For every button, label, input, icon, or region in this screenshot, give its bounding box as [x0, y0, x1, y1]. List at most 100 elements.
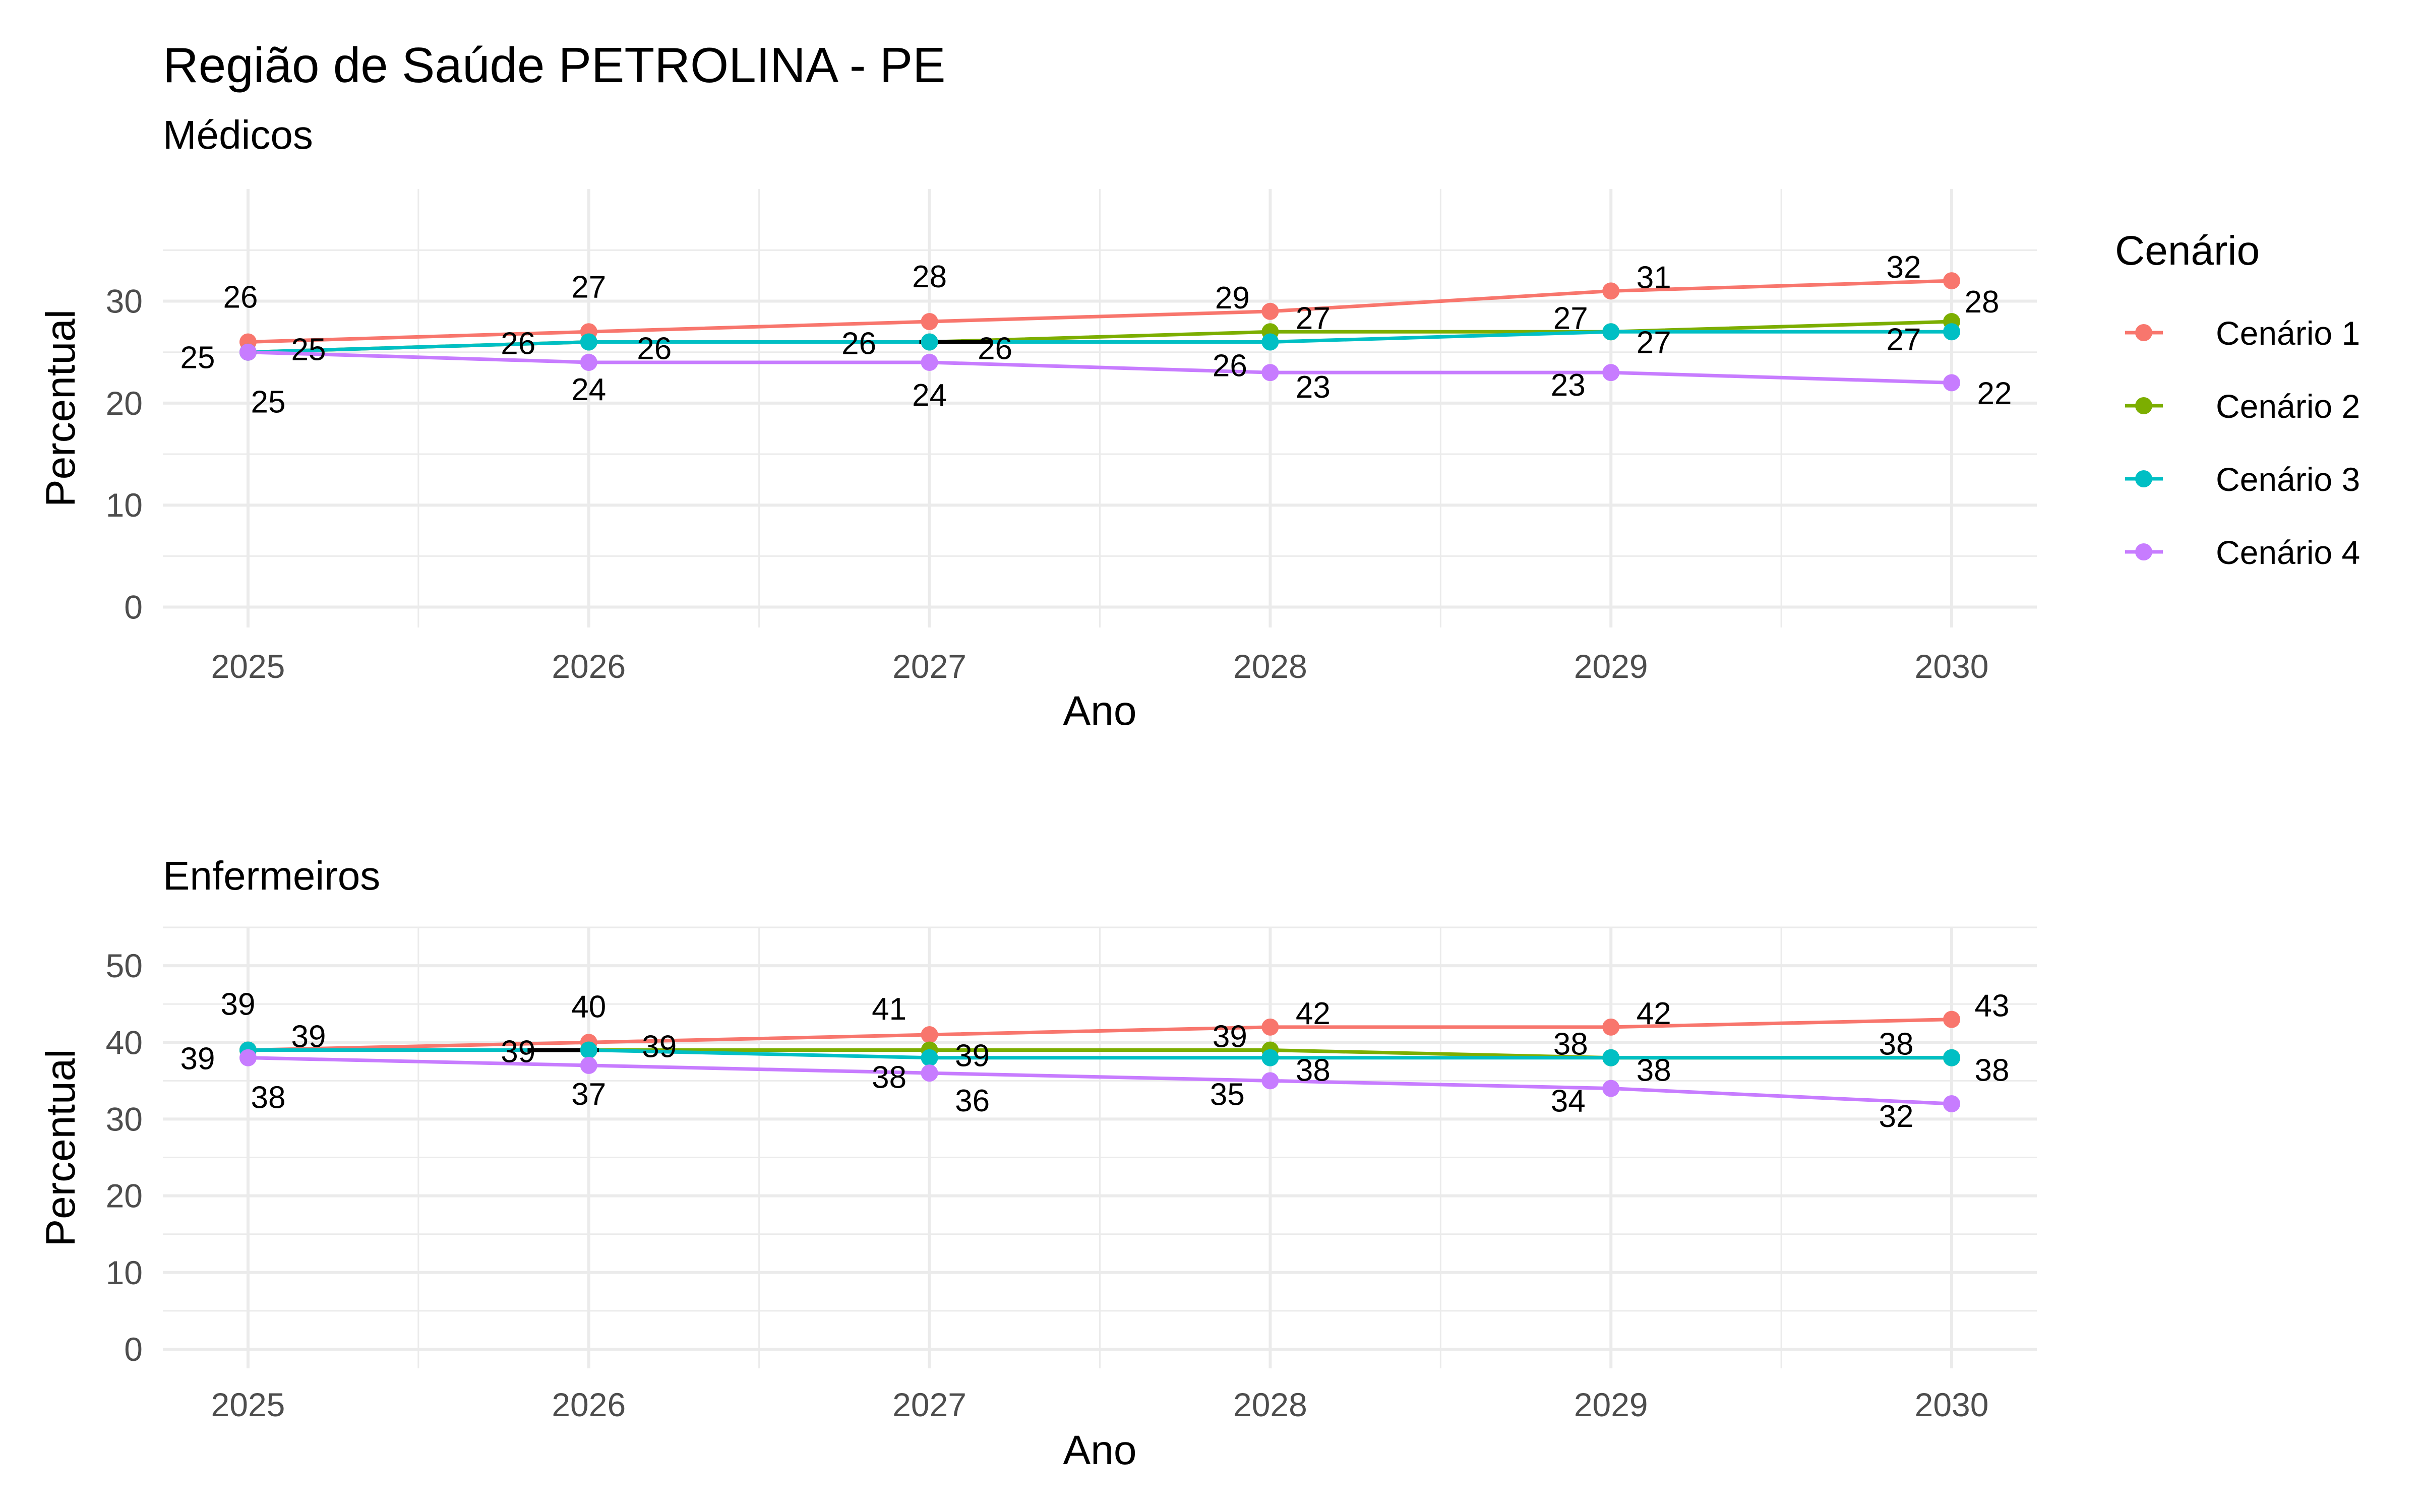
x-tick-label: 2027 — [892, 1386, 966, 1423]
data-point — [1943, 272, 1961, 290]
x-tick-label: 2027 — [892, 648, 966, 685]
data-point — [1261, 1018, 1279, 1036]
x-axis-title: Ano — [1063, 1427, 1137, 1473]
data-point — [921, 1049, 938, 1066]
legend-key-point — [2135, 470, 2152, 487]
data-label: 31 — [1637, 260, 1671, 295]
legend: Cenário Cenário 1 Cenário 2 Cenário 3 Cenár… — [2115, 228, 2360, 571]
data-label: 27 — [571, 270, 606, 304]
data-label: 39 — [955, 1038, 990, 1073]
legend-title: Cenário — [2115, 228, 2260, 274]
data-label: 39 — [642, 1029, 677, 1064]
legend-label: Cenário 3 — [2216, 461, 2360, 498]
data-point — [921, 313, 938, 331]
data-label: 32 — [1887, 250, 1921, 285]
legend-label: Cenário 2 — [2216, 388, 2360, 425]
data-point — [1943, 1011, 1961, 1028]
data-point — [1943, 1095, 1961, 1112]
x-tick-label: 2025 — [211, 1386, 285, 1423]
data-point — [580, 1041, 597, 1059]
data-point — [1261, 1072, 1279, 1090]
data-label: 23 — [1551, 368, 1586, 403]
data-label: 39 — [180, 1041, 215, 1076]
data-label: 38 — [872, 1060, 906, 1095]
legend-item-3: Cenário 3 — [2125, 461, 2360, 498]
y-tick-label: 40 — [106, 1024, 143, 1061]
x-tick-label: 2025 — [211, 648, 285, 685]
x-tick-label: 2029 — [1574, 1386, 1648, 1423]
data-label: 41 — [872, 992, 906, 1027]
series-line-4 — [248, 1056, 1952, 1106]
data-label: 38 — [1553, 1027, 1588, 1062]
data-point — [1602, 323, 1620, 341]
data-label: 27 — [1887, 322, 1921, 357]
data-label: 37 — [571, 1077, 606, 1112]
data-point — [239, 1049, 257, 1066]
legend-label: Cenário 4 — [2216, 534, 2360, 571]
data-point — [1261, 302, 1279, 320]
series-line-4 — [248, 350, 1952, 385]
legend-item-2: Cenário 2 — [2125, 388, 2360, 425]
series-line-1 — [248, 279, 1952, 344]
data-label: 26 — [223, 280, 258, 314]
data-label: 26 — [978, 331, 1012, 366]
data-label: 38 — [1296, 1053, 1330, 1088]
data-label: 32 — [1879, 1099, 1914, 1134]
data-label: 28 — [1965, 285, 2000, 320]
data-label: 25 — [291, 333, 326, 367]
data-label: 23 — [1296, 370, 1330, 405]
legend-item-1: Cenário 1 — [2125, 314, 2360, 352]
x-axis-title: Ano — [1063, 688, 1137, 734]
legend-label: Cenário 1 — [2216, 314, 2360, 352]
data-label: 24 — [571, 372, 606, 407]
legend-key-point — [2135, 543, 2152, 560]
data-label: 42 — [1296, 996, 1330, 1031]
data-label: 26 — [501, 326, 535, 361]
legend-key-point — [2135, 397, 2152, 414]
x-tick-label: 2028 — [1233, 648, 1307, 685]
y-axis-title: Percentual — [38, 309, 84, 507]
x-tick-label: 2029 — [1574, 648, 1648, 685]
data-point — [1602, 282, 1620, 300]
y-tick-label: 20 — [106, 1177, 143, 1215]
y-tick-label: 20 — [106, 385, 143, 422]
data-label: 35 — [1210, 1077, 1245, 1112]
x-tick-label: 2030 — [1915, 1386, 1989, 1423]
data-label: 38 — [1637, 1053, 1671, 1088]
data-label: 38 — [1975, 1053, 2010, 1088]
data-label: 26 — [637, 331, 672, 366]
y-tick-label: 10 — [106, 1254, 143, 1291]
data-point — [239, 343, 257, 361]
data-point — [1602, 364, 1620, 382]
data-point — [921, 1064, 938, 1082]
data-point — [1943, 374, 1961, 392]
data-label: 43 — [1975, 989, 2010, 1024]
data-label: 29 — [1215, 281, 1250, 316]
data-label: 25 — [180, 341, 215, 375]
y-tick-label: 30 — [106, 283, 143, 320]
data-label: 39 — [220, 987, 255, 1022]
data-point — [1602, 1049, 1620, 1066]
legend-item-4: Cenário 4 — [2125, 534, 2360, 571]
y-tick-label: 50 — [106, 947, 143, 984]
data-label: 26 — [1213, 348, 1247, 383]
panel-subtitle: Enfermeiros — [163, 853, 380, 898]
chart-title: Região de Saúde PETROLINA - PE — [163, 37, 946, 93]
y-tick-label: 10 — [106, 486, 143, 524]
data-point — [1261, 333, 1279, 351]
data-point — [1261, 364, 1279, 382]
data-label: 34 — [1551, 1084, 1586, 1119]
data-label: 40 — [571, 989, 606, 1024]
data-point — [580, 1056, 597, 1074]
x-tick-label: 2026 — [552, 1386, 626, 1423]
data-label: 25 — [251, 385, 285, 420]
data-point — [1943, 1049, 1961, 1066]
data-point — [580, 333, 597, 351]
y-tick-label: 30 — [106, 1100, 143, 1138]
data-point — [1602, 1018, 1620, 1036]
data-label: 27 — [1553, 301, 1588, 336]
